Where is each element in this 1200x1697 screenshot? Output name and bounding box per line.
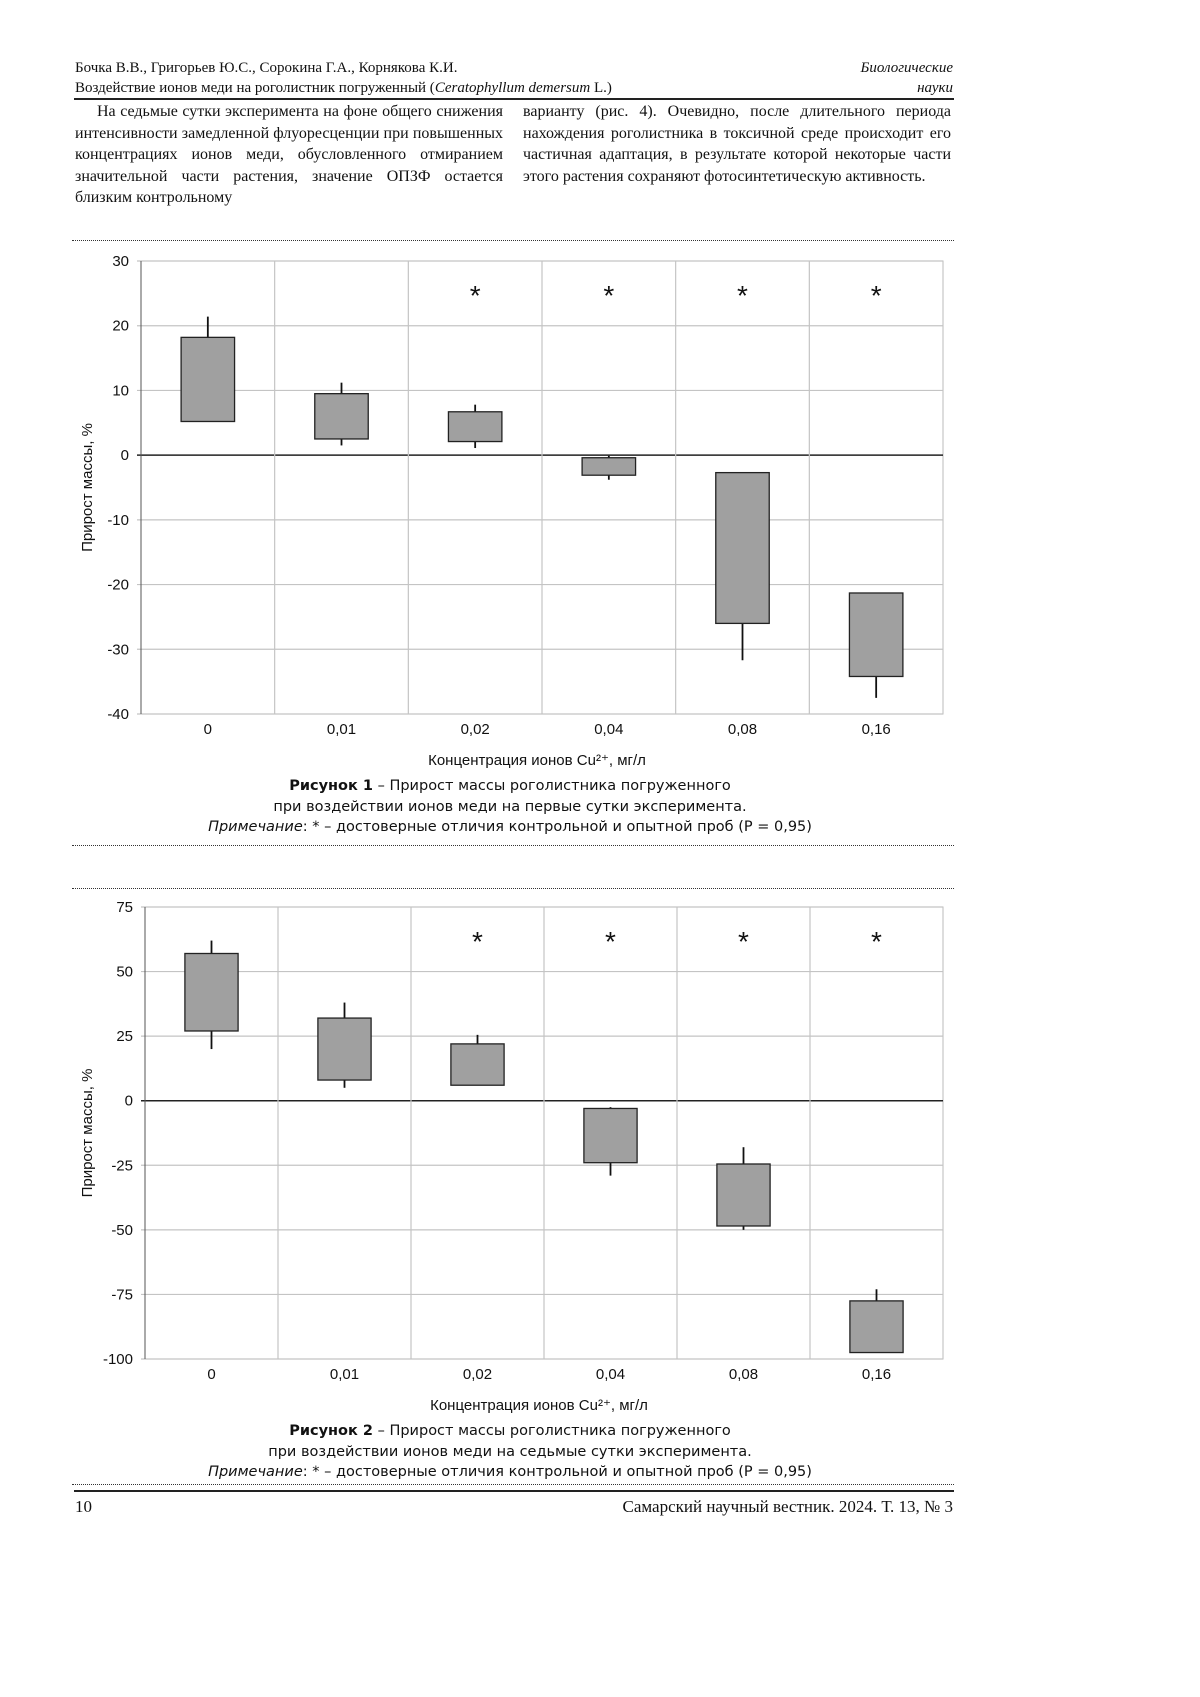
x-tick-label: 0,16 xyxy=(862,1366,891,1383)
y-axis-title: Прирост массы, % xyxy=(79,1069,96,1198)
y-tick-label: -75 xyxy=(111,1286,133,1303)
box xyxy=(584,1108,637,1162)
y-tick-label: 50 xyxy=(116,964,133,981)
caption-text-line2: при воздействии ионов меди на седьмые су… xyxy=(150,1442,870,1463)
y-tick-label: 75 xyxy=(116,899,133,916)
journal-citation: Самарский научный вестник. 2024. Т. 13, … xyxy=(623,1497,954,1517)
page-number: 10 xyxy=(75,1497,92,1517)
y-tick-label: -25 xyxy=(111,1157,133,1174)
y-tick-label: -50 xyxy=(111,1222,133,1239)
y-tick-label: 25 xyxy=(116,1028,133,1045)
box xyxy=(451,1044,504,1085)
x-tick-label: 0,04 xyxy=(596,1366,625,1383)
footer-rule xyxy=(74,1490,954,1492)
note-text: : * – достоверные отличия контрольной и … xyxy=(303,1464,812,1480)
box xyxy=(717,1164,770,1226)
x-axis-title: Концентрация ионов Cu²⁺, мг/л xyxy=(430,1397,648,1414)
figure-2-chart: 75 50 25 0 -25 -50 -75 -100 0 0,01 * 0,02 * 0,04 * 0,08… xyxy=(0,0,1200,1500)
box xyxy=(850,1301,903,1353)
note-label: Примечание xyxy=(208,1464,303,1480)
x-tick-label: 0 xyxy=(207,1366,215,1383)
caption-label: Рисунок 2 xyxy=(289,1423,373,1439)
significance-marker: * xyxy=(871,926,882,957)
significance-marker: * xyxy=(738,926,749,957)
x-tick-label: 0,02 xyxy=(463,1366,492,1383)
y-tick-label: -100 xyxy=(103,1351,133,1368)
box xyxy=(185,953,238,1030)
significance-marker: * xyxy=(605,926,616,957)
caption-text: – Прирост массы роголистника погруженног… xyxy=(373,1423,731,1439)
y-tick-label: 0 xyxy=(125,1093,133,1110)
box xyxy=(318,1018,371,1080)
x-tick-label: 0,08 xyxy=(729,1366,758,1383)
x-tick-label: 0,01 xyxy=(330,1366,359,1383)
significance-marker: * xyxy=(472,926,483,957)
figure-2-caption: Рисунок 2 – Прирост массы роголистника п… xyxy=(150,1421,870,1483)
figure-separator xyxy=(72,1484,954,1485)
